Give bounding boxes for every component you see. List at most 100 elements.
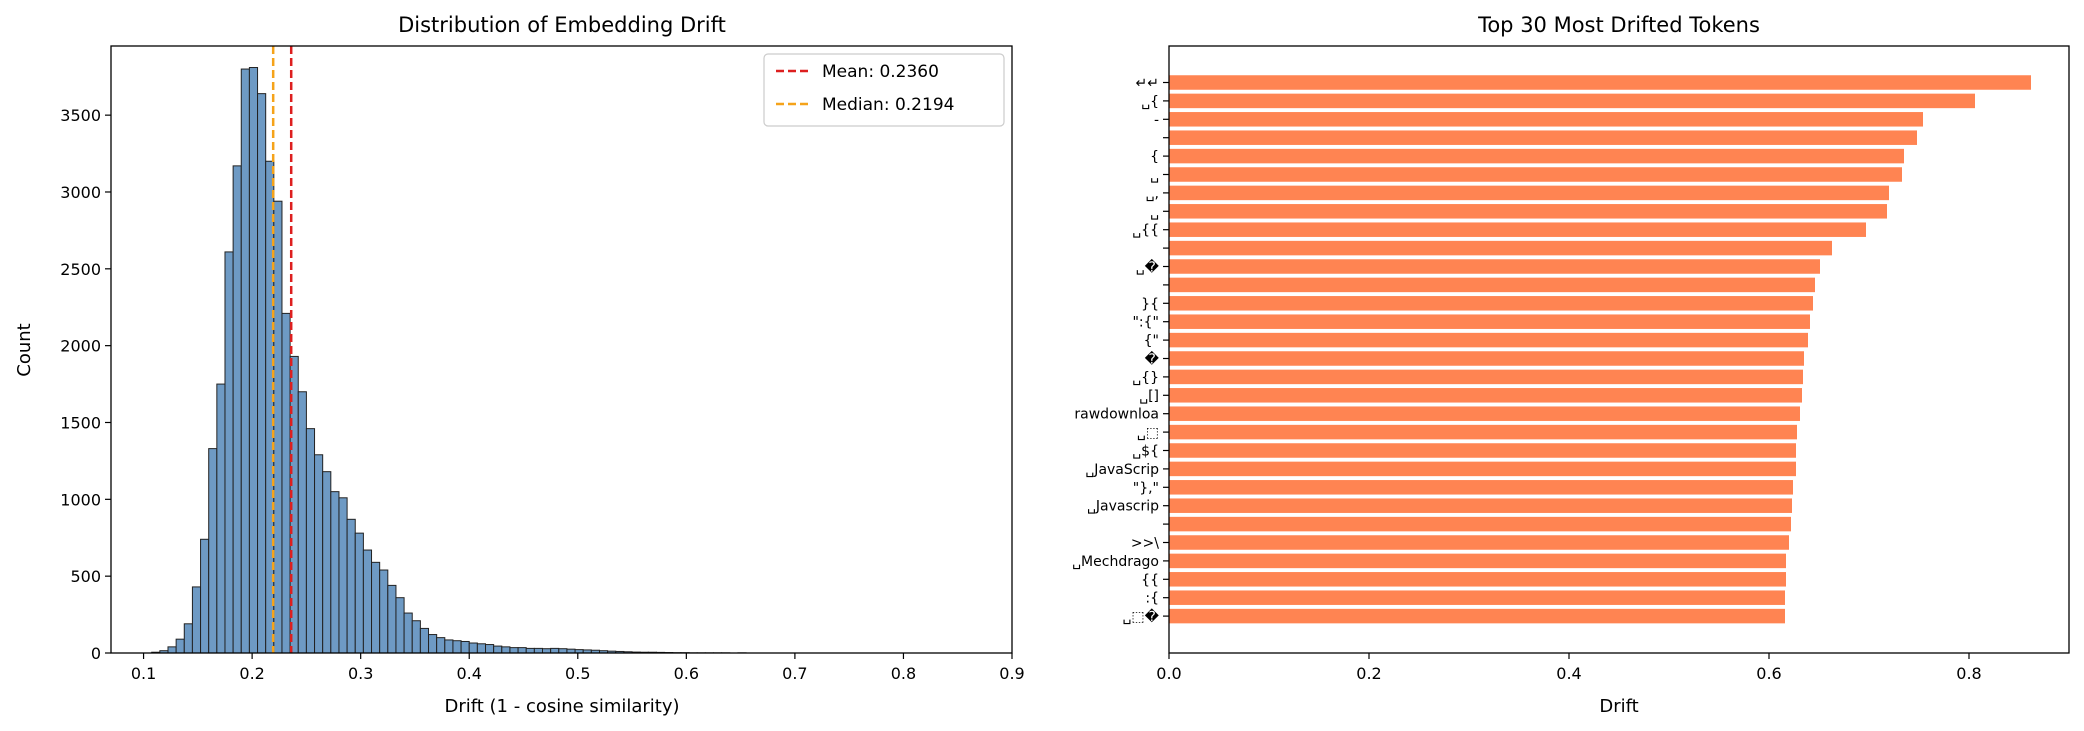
histogram-bin [273,200,283,654]
token-bar [1169,332,1808,348]
histogram-bin [257,93,267,654]
legend-box [763,53,1005,127]
histogram-x-tick-label: 0.1 [131,664,156,683]
token-bar [1169,535,1789,550]
top-tokens-title: Top 30 Most Drifted Tokens [1477,13,1760,37]
histogram-bin [330,491,340,654]
histogram-bin [509,647,519,654]
top-tokens-y-ticks: ↵↵ ␣{- {␣ ␣, ␣ ␣{{␣�}{":{" {" � ␣{} ␣[] rawdownloa… [1072,76,1169,625]
token-bar [1169,480,1793,495]
token-bar [1169,388,1802,403]
histogram-bin [379,569,389,654]
top-tokens-panel: Top 30 Most Drifted Tokens 0.0 0.2 0.4 0.6 0… [1072,13,2070,717]
histogram-bin [395,597,405,654]
token-bar [1169,296,1813,311]
histogram-bin [297,391,307,654]
histogram-x-tick-label: 0.2 [239,664,264,683]
histogram-bin [314,454,324,654]
token-x-tick-label: 0.8 [1956,664,1981,683]
token-label: ␣Mechdrago [1072,554,1159,570]
histogram-bin [240,68,250,654]
histogram-title: Distribution of Embedding Drift [398,13,726,37]
token-label: ␣[] [1139,388,1159,404]
token-bar [1169,222,1866,237]
token-label: ␣� [1136,259,1160,276]
histogram-x-tick-label: 0.8 [891,664,916,683]
token-bar [1169,167,1902,182]
histogram-bin [216,383,226,654]
legend-median-label: Median: 0.2194 [822,95,954,115]
histogram-bin [525,647,535,654]
histogram-x-tick-label: 0.7 [782,664,807,683]
top-tokens-bars [1169,75,2031,624]
token-label: {" [1144,333,1159,349]
histogram-bin [200,538,210,654]
histogram-bin [411,620,421,654]
histogram-bin [322,471,332,654]
token-bar [1169,590,1785,605]
token-bar [1169,443,1796,458]
histogram-bin [493,645,503,654]
token-label: ␣⬚ [1137,425,1159,441]
histogram-bin [419,627,430,654]
token-label: :{ [1145,591,1159,607]
histogram-x-ticks: 0.1 0.2 0.3 0.4 0.5 0.6 0.7 0.8 0.9 [131,653,1025,683]
token-label: >>\ [1131,536,1159,552]
histogram-y-tick-label: 500 [70,567,101,586]
token-bar [1169,112,1923,127]
histogram-y-ticks: 0 500 1000 1500 2000 2500 3000 3500 [60,106,111,663]
token-bar [1169,148,1904,164]
token-bar [1169,93,1975,109]
histogram-y-tick-label: 2500 [60,260,101,279]
histogram-panel: Distribution of Embedding Drift 0.1 0.2 0.… [14,13,1025,717]
histogram-bin [354,532,364,654]
histogram-bin [452,640,462,654]
histogram-y-tick-label: 1500 [60,413,101,432]
token-label: rawdownloa [1074,407,1159,423]
token-bar [1169,516,1791,532]
token-x-tick-label: 0.4 [1556,664,1581,683]
histogram-x-label: Drift (1 - cosine similarity) [444,696,679,717]
histogram-bin [338,497,348,654]
top-tokens-plot-frame [1168,45,2070,654]
histogram-y-tick-label: 3000 [60,183,101,202]
token-label: ␣⬚� [1123,608,1160,625]
histogram-x-tick-label: 0.3 [348,664,373,683]
histogram-bin [403,612,413,654]
histogram-x-tick-label: 0.6 [674,664,699,683]
histogram-bin [371,561,381,654]
token-x-tick-label: 0.0 [1156,664,1181,683]
token-bar [1169,608,1785,624]
token-bar [1169,553,1786,569]
token-bar [1169,498,1792,513]
histogram-bin [362,549,373,654]
token-bar [1169,240,1832,256]
token-label: ␣${ [1132,444,1159,460]
histogram-legend: Mean: 0.2360 Median: 0.2194 [763,53,1005,127]
histogram-bin [224,251,234,654]
token-label: ␣{{ [1132,223,1159,239]
histogram-bin [460,640,470,654]
token-bar [1169,351,1804,366]
histogram-bin [436,637,446,654]
histogram-x-tick-label: 0.4 [457,664,482,683]
histogram-bin [468,642,478,654]
token-bar [1169,185,1889,201]
token-label: ␣{ [1141,94,1159,110]
histogram-y-label: Count [14,323,35,376]
histogram-bin [428,634,438,654]
token-bar [1169,572,1786,587]
token-label: ␣JavaScrip [1085,462,1159,478]
token-bar [1169,314,1810,329]
histogram-bin [550,647,560,654]
histogram-bin [281,312,291,654]
token-label: }{ [1141,296,1159,312]
histogram-bin [346,518,356,654]
histogram-bin [208,448,218,654]
legend-mean-label: Mean: 0.2360 [822,62,939,82]
histogram-bin [183,623,193,654]
histogram-bin [175,638,185,654]
token-bar [1169,130,1917,145]
token-label: ␣{} [1132,370,1159,386]
